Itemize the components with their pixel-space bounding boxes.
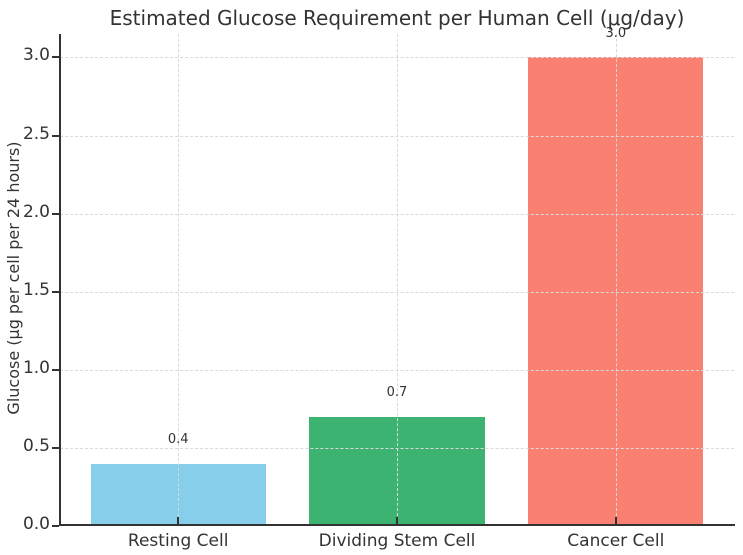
- y-tick-label: 2.0: [22, 201, 50, 222]
- y-tick-label: 2.5: [22, 123, 50, 144]
- y-tick-label: 0.5: [22, 435, 50, 456]
- y-tick-mark: [52, 134, 59, 137]
- plot-area: 0.0 0.5 1.0 1.5 2.0 2.5 3.0 Resting Cell 0.4 Divi…: [23, 26, 735, 551]
- y-tick-mark: [52, 212, 59, 215]
- bar-value-label: 0.4: [167, 431, 189, 447]
- x-axis-spine: [59, 524, 735, 526]
- gridline-vertical: [615, 34, 617, 526]
- y-tick-mark: [52, 446, 59, 449]
- bar-dividing-stem-cell: [309, 416, 485, 526]
- y-tick-mark: [52, 290, 59, 293]
- chart-title: Estimated Glucose Requirement per Human …: [109, 6, 685, 30]
- y-tick-mark: [52, 525, 59, 527]
- gridline-vertical: [178, 34, 180, 526]
- x-tick-mark: [614, 517, 617, 525]
- y-tick-mark: [52, 56, 59, 59]
- x-tick-label: Dividing Stem Cell: [318, 531, 476, 551]
- y-tick-label: 0.0: [22, 514, 50, 534]
- bar-value-label: 3.0: [605, 25, 627, 41]
- y-tick-mark: [52, 368, 59, 371]
- x-tick-label: Cancer Cell: [567, 531, 665, 551]
- x-tick-mark: [177, 517, 180, 525]
- x-tick-mark: [396, 517, 398, 525]
- y-axis-spine: [59, 34, 61, 526]
- x-tick-label: Resting Cell: [127, 531, 229, 551]
- y-tick-label: 3.0: [22, 45, 50, 66]
- y-tick-label: 1.5: [22, 279, 50, 300]
- bar-value-label: 0.7: [386, 385, 408, 401]
- gridline-vertical: [397, 34, 398, 526]
- y-tick-label: 1.0: [22, 357, 50, 378]
